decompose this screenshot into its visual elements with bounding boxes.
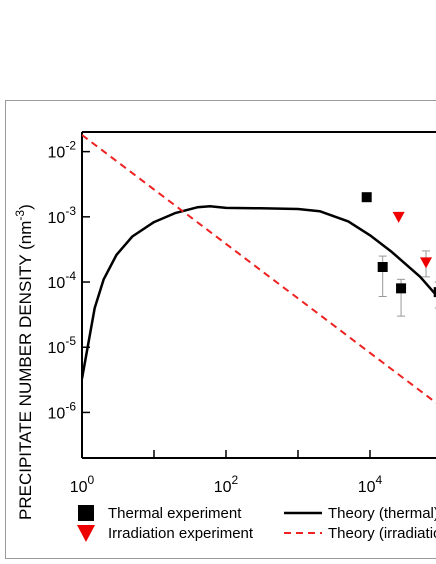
y-axis-label: PRECIPITATE NUMBER DENSITY (nm-3) — [13, 204, 35, 520]
plot-area — [82, 134, 436, 405]
legend-label: Thermal experiment — [108, 505, 242, 522]
thermal-experiment-point — [396, 283, 407, 294]
y-tick-label-exponent: -5 — [65, 334, 76, 348]
x-tick-label-base: 10 — [358, 479, 376, 496]
x-tick-label-exponent: 0 — [88, 473, 95, 487]
legend-irradiation-experiment-symbol — [77, 525, 95, 542]
theory-thermal-line — [82, 205, 436, 379]
y-tick-label-base: 10 — [48, 340, 66, 357]
x-tick-label-base: 10 — [214, 479, 232, 496]
legend-thermal-experiment-symbol — [78, 505, 94, 521]
y-tick-label-base: 10 — [48, 405, 66, 422]
figure-frame — [5, 100, 436, 559]
y-tick-label-base: 10 — [48, 145, 66, 162]
thermal-experiment-point — [433, 287, 436, 298]
y-tick-label-exponent: -2 — [65, 139, 76, 153]
theory-irradiation-line — [82, 134, 436, 405]
y-tick-label: 10-5 — [48, 334, 77, 357]
x-tick-label-base: 10 — [70, 479, 88, 496]
irradiation-experiment-point — [392, 211, 405, 223]
axes — [81, 131, 436, 459]
y-tick-label-exponent: -4 — [65, 269, 76, 283]
legend-label: Theory (irradiation) — [328, 525, 436, 542]
y-axis-label-text: PRECIPITATE NUMBER DENSITY (nm — [16, 221, 35, 520]
y-axis-label-close: ) — [16, 204, 35, 210]
y-tick-label: 10-3 — [48, 204, 77, 227]
legend: Thermal experiment Theory (thermal) Irradi… — [77, 505, 436, 542]
y-tick-label-exponent: -3 — [65, 204, 76, 218]
x-tick-label-exponent: 4 — [376, 473, 383, 487]
y-tick-label-base: 10 — [48, 275, 66, 292]
x-tick-label: 104 — [358, 473, 383, 496]
y-tick-label: 10-2 — [48, 139, 77, 162]
thermal-experiment-point — [361, 192, 372, 203]
x-tick-label: 100 — [70, 473, 95, 496]
y-tick-label-base: 10 — [48, 210, 66, 227]
y-tick-label: 10-4 — [48, 269, 77, 292]
y-axis-label-exponent: -3 — [13, 210, 27, 221]
thermal-experiment-point — [377, 262, 388, 273]
irradiation-experiment-point — [420, 257, 433, 269]
legend-label: Theory (thermal) — [328, 505, 436, 522]
y-tick-label: 10-6 — [48, 399, 77, 422]
y-tick-label-exponent: -6 — [65, 399, 76, 413]
legend-label: Irradiation experiment — [108, 525, 254, 542]
x-tick-label-exponent: 2 — [232, 473, 239, 487]
x-tick-label: 102 — [214, 473, 239, 496]
data-markers — [361, 192, 436, 317]
